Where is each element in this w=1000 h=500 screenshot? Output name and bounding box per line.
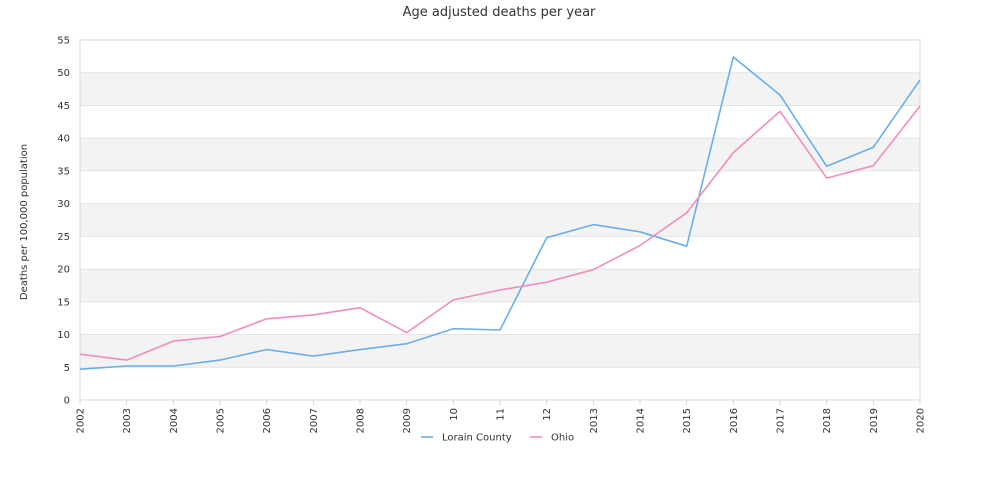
y-tick-label: 35 [57,166,70,177]
x-tick-label: 2013 [589,408,600,433]
legend-label: Lorain County [442,433,512,444]
legend-item-ohio[interactable]: Ohio [530,433,574,444]
chart-title: Age adjusted deaths per year [403,5,596,20]
background-band [80,203,920,237]
y-tick-label: 55 [57,36,70,47]
x-axis: 2002 2003 2004 2005 2006 2007 2008 2009 10 11 12 20… [76,400,927,433]
background-bands [80,72,920,368]
legend-label: Ohio [551,433,574,444]
x-tick-label: 2019 [869,408,880,433]
x-tick-label: 2015 [682,408,693,433]
x-tick-label: 2002 [76,408,87,433]
y-tick-label: 30 [57,199,70,210]
x-tick-label: 2017 [776,408,787,433]
x-tick-label: 2007 [309,408,320,433]
y-axis-title: Deaths per 100,000 population [19,144,30,300]
x-tick-label: 12 [542,408,553,421]
y-tick-label: 5 [64,363,70,374]
series-lines [79,56,921,370]
background-band [80,138,920,171]
background-band [80,72,920,106]
y-tick-label: 15 [57,297,70,308]
y-tick-label: 40 [57,134,70,145]
x-tick-label: 2004 [169,408,180,433]
x-tick-label: 2014 [636,408,647,433]
x-tick-label: 2009 [402,408,413,433]
background-band [80,269,920,302]
y-tick-label: 25 [57,232,70,243]
x-tick-label: 2005 [216,408,227,433]
x-tick-label: 2020 [916,408,927,433]
y-tick-label: 0 [64,396,70,407]
x-tick-label: 2016 [729,408,740,433]
background-band [80,334,920,368]
y-tick-label: 20 [57,265,70,276]
legend[interactable]: Lorain County Ohio [421,433,574,444]
x-tick-label: 2008 [356,408,367,433]
x-tick-label: 2006 [262,408,273,433]
legend-item-lorain-county[interactable]: Lorain County [421,433,512,444]
x-tick-label: 10 [449,408,460,421]
x-tick-label: 2003 [122,408,133,433]
series-line-lorain-county[interactable] [79,56,921,370]
x-tick-label: 11 [496,408,507,421]
y-axis: 0 5 10 15 20 25 30 35 40 45 50 55 [57,36,70,407]
y-tick-label: 45 [57,101,70,112]
y-tick-label: 50 [57,68,70,79]
x-tick-label: 2018 [822,408,833,433]
y-tick-label: 10 [57,330,70,341]
series-line-ohio[interactable] [79,105,921,361]
